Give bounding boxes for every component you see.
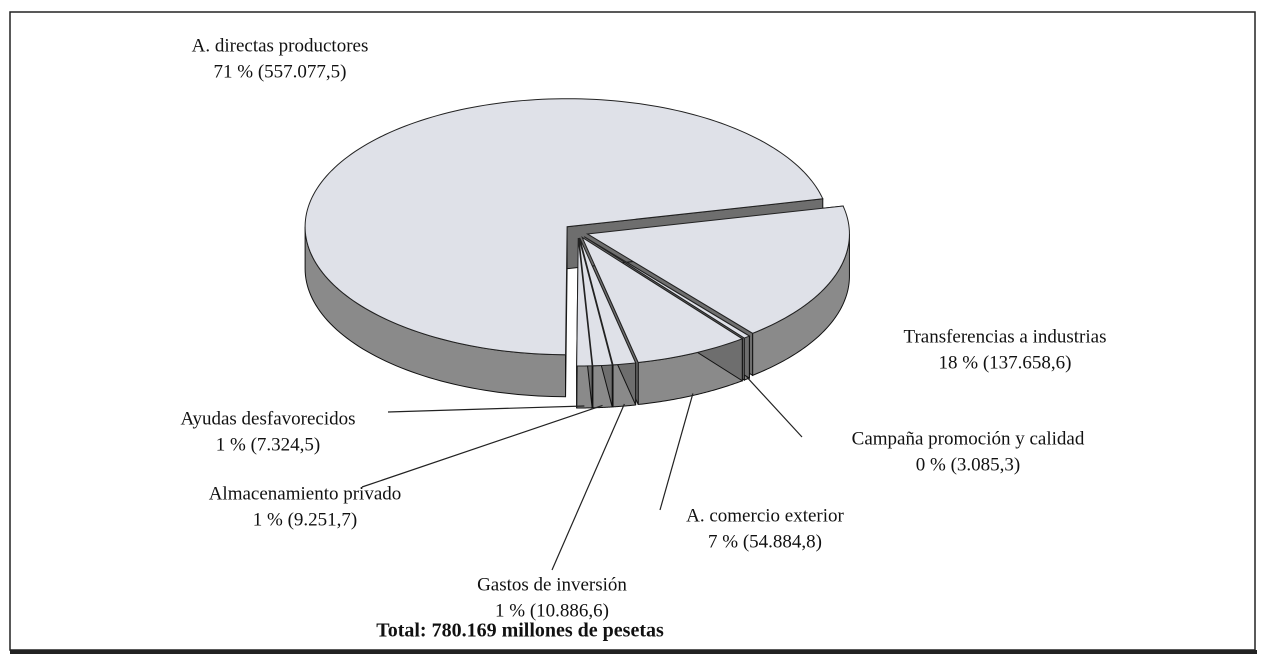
labels: Transferencias a industrias 18 % (137.658… bbox=[180, 35, 1106, 621]
slice bbox=[578, 237, 613, 367]
slice bbox=[579, 237, 637, 366]
slice-value-label: 1 % (7.324,5) bbox=[216, 434, 320, 455]
slice-value-label: 1 % (10.886,6) bbox=[495, 600, 609, 621]
leader-line bbox=[746, 376, 803, 438]
leader-line bbox=[361, 404, 603, 488]
slice-label: Almacenamiento privado bbox=[209, 483, 402, 504]
slice-value-label: 1 % (9.251,7) bbox=[253, 509, 357, 530]
slice-label: A. comercio exterior bbox=[686, 505, 844, 526]
slice-tops bbox=[304, 98, 850, 367]
leader-line bbox=[387, 405, 585, 413]
total: Total: 780.169 millones de pesetas bbox=[376, 620, 664, 642]
slice bbox=[585, 205, 850, 334]
slice bbox=[581, 236, 744, 364]
slice-label: Transferencias a industrias bbox=[904, 326, 1107, 347]
slice bbox=[304, 98, 824, 356]
slice-label: Ayudas desfavorecidos bbox=[180, 408, 355, 429]
slice-value-label: 0 % (3.085,3) bbox=[916, 454, 1020, 475]
slice-label: A. directas productores bbox=[192, 35, 369, 56]
slice-value-label: 7 % (54.884,8) bbox=[708, 531, 822, 552]
leader-line bbox=[551, 403, 625, 571]
slice-value-label: 71 % (557.077,5) bbox=[214, 61, 347, 82]
slice bbox=[576, 237, 593, 367]
slice-label: Campaña promoción y calidad bbox=[852, 428, 1085, 449]
leader-line bbox=[659, 393, 694, 511]
slice-value-label: 18 % (137.658,6) bbox=[939, 352, 1072, 373]
slice bbox=[583, 236, 751, 339]
slice-label: Gastos de inversión bbox=[477, 574, 627, 595]
